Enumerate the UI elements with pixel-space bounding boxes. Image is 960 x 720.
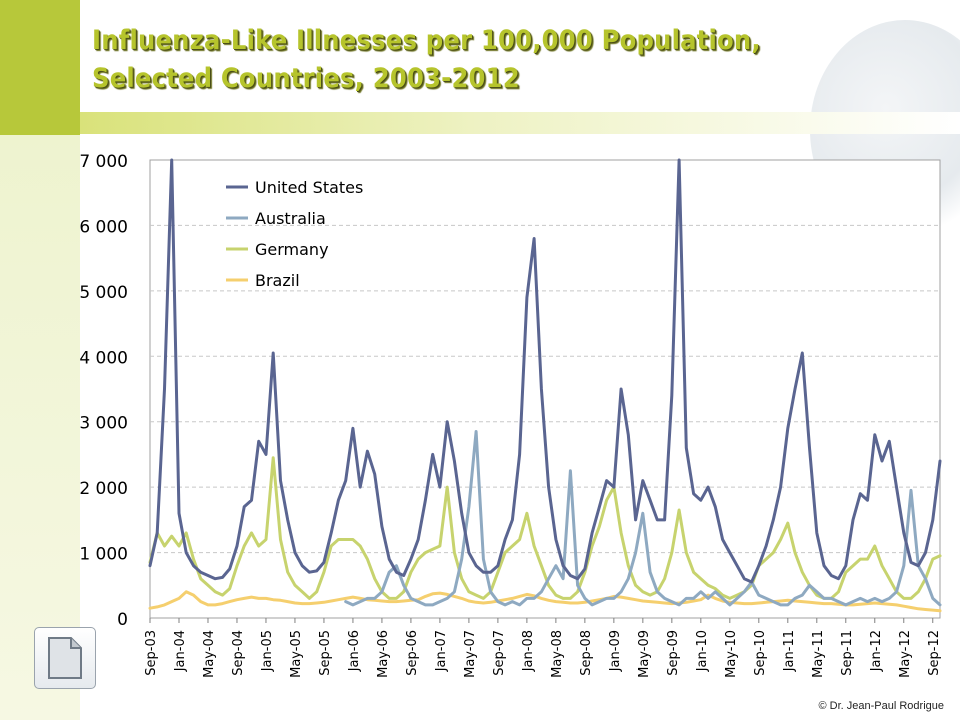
- x-tick-label: Jan-07: [434, 630, 449, 672]
- y-tick-label: 2 000: [79, 479, 128, 499]
- series-line-australia: [344, 430, 942, 607]
- x-tick-label: Jan-04: [173, 630, 188, 672]
- x-tick-label: Sep-11: [840, 630, 855, 676]
- document-button[interactable]: [34, 627, 96, 689]
- chart-legend: United States Australia Germany Brazil: [226, 178, 363, 290]
- title-underline-band: [80, 112, 960, 134]
- legend-label: United States: [255, 178, 363, 197]
- x-tick-label: Sep-08: [579, 630, 594, 676]
- series-lines: [148, 158, 942, 613]
- x-tick-label: Sep-10: [753, 630, 768, 676]
- x-tick-label: May-08: [550, 630, 565, 678]
- legend-label: Germany: [255, 240, 329, 259]
- x-tick-label: May-05: [289, 630, 304, 678]
- legend-label: Australia: [255, 209, 326, 228]
- x-tick-label: Jan-05: [260, 630, 275, 672]
- x-tick-label: May-09: [637, 630, 652, 678]
- x-tick-label: Jan-10: [695, 630, 710, 672]
- x-tick-label: May-06: [376, 630, 391, 678]
- page-title: Influenza-Like Illnesses per 100,000 Pop…: [92, 25, 761, 94]
- left-accent-bar: [0, 0, 80, 720]
- x-tick-label: Jan-06: [347, 630, 362, 672]
- x-tick-label: Jan-11: [782, 630, 797, 672]
- x-axis: Sep-03 Jan-04 May-04 Sep-04 Jan-05 May-05 Sep-…: [144, 618, 942, 678]
- x-tick-label: Sep-07: [492, 630, 507, 676]
- x-tick-label: Sep-05: [318, 630, 333, 676]
- y-tick-label: 0: [117, 610, 128, 630]
- x-tick-label: May-04: [202, 630, 217, 678]
- y-axis: 0 1 000 2 000 3 000 4 000 5 000 6 000 7 000: [79, 152, 128, 630]
- series-line-germany: [148, 456, 942, 600]
- x-tick-label: Sep-03: [144, 630, 159, 676]
- x-tick-label: May-11: [811, 630, 826, 678]
- x-tick-label: May-12: [898, 630, 913, 678]
- y-tick-label: 5 000: [79, 283, 128, 303]
- y-tick-label: 4 000: [79, 348, 128, 368]
- series-line-united-states: [148, 158, 942, 584]
- legend-label: Brazil: [255, 271, 300, 290]
- series-line-brazil: [148, 590, 942, 613]
- y-tick-label: 3 000: [79, 414, 128, 434]
- x-tick-label: Sep-09: [666, 630, 681, 676]
- x-tick-label: Jan-12: [869, 630, 884, 672]
- x-tick-label: Jan-08: [521, 630, 536, 672]
- x-tick-label: Jan-09: [608, 630, 623, 672]
- x-tick-label: May-10: [724, 630, 739, 678]
- y-tick-label: 6 000: [79, 217, 128, 237]
- x-tick-label: Sep-12: [927, 630, 942, 676]
- copyright-notice: © Dr. Jean-Paul Rodrigue: [818, 700, 944, 712]
- y-tick-label: 7 000: [79, 152, 128, 172]
- document-icon: [48, 637, 82, 679]
- x-tick-label: May-07: [463, 630, 478, 678]
- x-tick-label: Sep-04: [231, 630, 246, 676]
- y-tick-label: 1 000: [79, 545, 128, 565]
- x-tick-label: Sep-06: [405, 630, 420, 676]
- header-band: [80, 0, 960, 112]
